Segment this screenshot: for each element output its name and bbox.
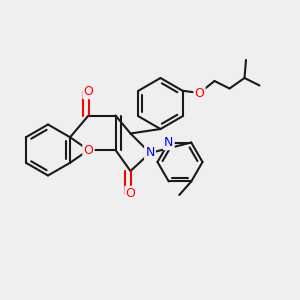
Text: O: O [84,85,93,98]
Text: O: O [84,143,93,157]
Text: N: N [145,146,155,160]
Text: N: N [164,136,173,149]
Text: O: O [126,187,135,200]
Text: O: O [195,86,204,100]
